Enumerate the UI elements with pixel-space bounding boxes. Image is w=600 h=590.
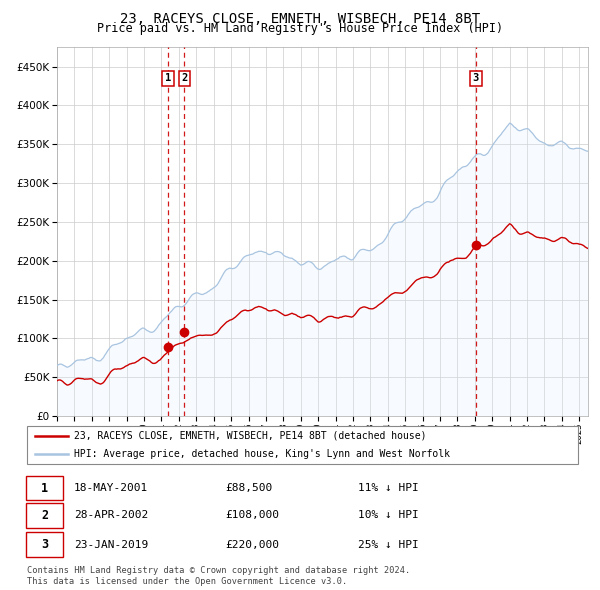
Text: £220,000: £220,000 [226, 540, 280, 550]
Text: 3: 3 [473, 73, 479, 83]
FancyBboxPatch shape [26, 503, 64, 528]
Text: 3: 3 [41, 538, 48, 551]
Text: 11% ↓ HPI: 11% ↓ HPI [358, 483, 419, 493]
Text: HPI: Average price, detached house, King's Lynn and West Norfolk: HPI: Average price, detached house, King… [74, 449, 450, 459]
Text: 1: 1 [41, 481, 48, 494]
Text: 10% ↓ HPI: 10% ↓ HPI [358, 510, 419, 520]
Text: 23, RACEYS CLOSE, EMNETH, WISBECH, PE14 8BT (detached house): 23, RACEYS CLOSE, EMNETH, WISBECH, PE14 … [74, 431, 427, 441]
Text: 2: 2 [181, 73, 188, 83]
FancyBboxPatch shape [26, 532, 64, 557]
FancyBboxPatch shape [27, 425, 578, 464]
FancyBboxPatch shape [26, 476, 64, 500]
Text: £108,000: £108,000 [226, 510, 280, 520]
Text: Contains HM Land Registry data © Crown copyright and database right 2024.
This d: Contains HM Land Registry data © Crown c… [27, 566, 410, 586]
Text: 2: 2 [41, 509, 48, 522]
Text: Price paid vs. HM Land Registry's House Price Index (HPI): Price paid vs. HM Land Registry's House … [97, 22, 503, 35]
Text: 25% ↓ HPI: 25% ↓ HPI [358, 540, 419, 550]
Text: 23-JAN-2019: 23-JAN-2019 [74, 540, 148, 550]
Text: 23, RACEYS CLOSE, EMNETH, WISBECH, PE14 8BT: 23, RACEYS CLOSE, EMNETH, WISBECH, PE14 … [120, 12, 480, 26]
Text: 18-MAY-2001: 18-MAY-2001 [74, 483, 148, 493]
Text: £88,500: £88,500 [226, 483, 273, 493]
Text: 28-APR-2002: 28-APR-2002 [74, 510, 148, 520]
Text: 1: 1 [165, 73, 171, 83]
